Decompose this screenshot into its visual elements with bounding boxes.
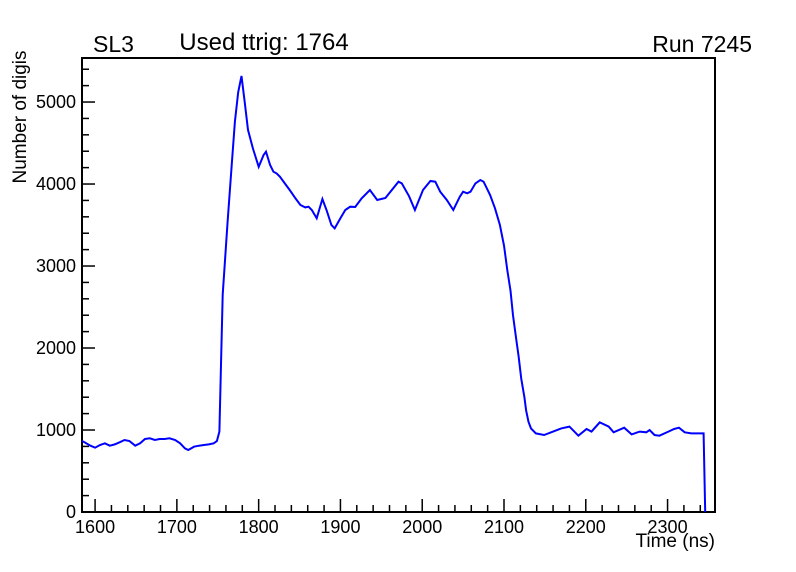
x-axis-ticks [94,499,702,511]
svg-text:4000: 4000 [36,174,76,194]
y-axis-ticks [83,68,95,513]
svg-text:2000: 2000 [36,338,76,358]
run-title: Run 7245 [652,31,752,57]
svg-text:1000: 1000 [36,420,76,440]
digis-curve [81,75,707,513]
superlayer-title: SL3 [93,31,134,57]
svg-text:1900: 1900 [320,517,360,537]
svg-text:3000: 3000 [36,256,76,276]
x-axis-title: Time (ns) [635,531,715,552]
svg-text:2300: 2300 [648,517,688,537]
svg-text:0: 0 [66,502,76,522]
svg-text:2200: 2200 [566,517,606,537]
svg-text:1600: 1600 [75,517,115,537]
svg-text:1800: 1800 [239,517,279,537]
y-axis-tick-labels: 0 1000 2000 3000 4000 5000 [36,92,76,522]
x-axis-tick-labels: 1600 1700 1800 1900 2000 2100 2200 2300 [75,517,688,537]
svg-text:2100: 2100 [484,517,524,537]
plot-frame [81,57,716,513]
svg-text:1700: 1700 [157,517,197,537]
svg-text:2000: 2000 [402,517,442,537]
y-axis-title: Number of digis [10,50,31,183]
svg-text:5000: 5000 [36,92,76,112]
plot-title: Used ttrig: 1764 [179,29,349,56]
